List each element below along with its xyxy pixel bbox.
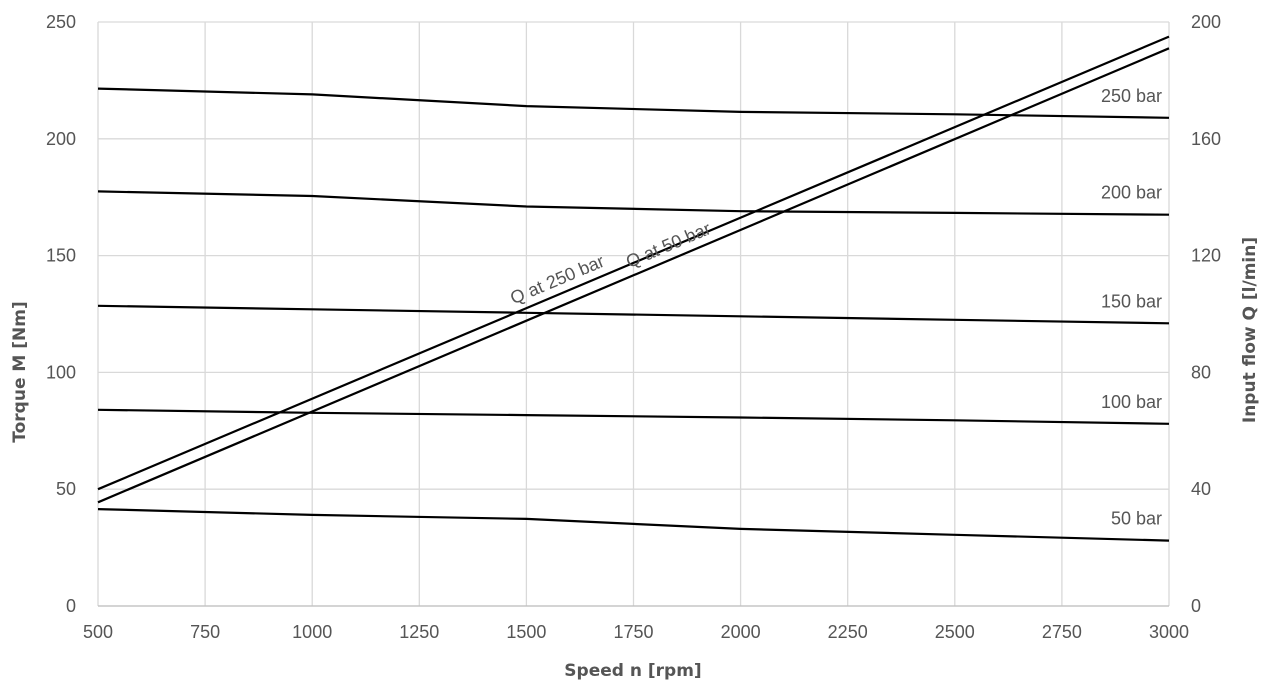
y2-tick-label: 120 [1191, 246, 1221, 266]
series-line [97, 408, 1170, 425]
y-axis-title: Torque M [Nm] [10, 301, 30, 442]
x-tick-label: 1250 [399, 622, 439, 642]
x-tick-label: 3000 [1149, 622, 1189, 642]
grid [97, 21, 1170, 607]
y-tick-label: 200 [46, 129, 76, 149]
series-line [97, 190, 1170, 216]
x-tick-label: 1500 [506, 622, 546, 642]
x-tick-label: 2500 [935, 622, 975, 642]
x-axis-title: Speed n [rpm] [564, 661, 701, 681]
series-label: 200 bar [1101, 183, 1162, 203]
series-line [97, 304, 1170, 325]
series-label: 250 bar [1101, 86, 1162, 106]
y2-tick-label: 160 [1191, 129, 1221, 149]
y2-tick-label: 80 [1191, 362, 1211, 382]
y-tick-label: 50 [56, 479, 76, 499]
tick-labels: 500 750 1000 1250 1500 1750 2000 2250 2500 2750 30… [46, 12, 1221, 642]
series-label: Q at 50 bar [623, 218, 714, 272]
y2-tick-label: 0 [1191, 596, 1201, 616]
y-tick-label: 100 [46, 362, 76, 382]
y-tick-label: 0 [66, 596, 76, 616]
x-tick-label: 1000 [292, 622, 332, 642]
series-lines [97, 35, 1170, 542]
series-line [97, 35, 1170, 491]
x-tick-label: 500 [83, 622, 113, 642]
series-line [97, 47, 1170, 504]
x-tick-label: 1750 [613, 622, 653, 642]
series-line [97, 87, 1170, 119]
x-tick-label: 2250 [828, 622, 868, 642]
y-tick-label: 150 [46, 246, 76, 266]
y2-tick-label: 200 [1191, 12, 1221, 32]
x-tick-label: 750 [190, 622, 220, 642]
y-tick-label: 250 [46, 12, 76, 32]
y2-tick-label: 40 [1191, 479, 1211, 499]
y2-axis-title: Input flow Q [l/min] [1240, 237, 1260, 423]
series-label: 100 bar [1101, 392, 1162, 412]
series-label: 150 bar [1101, 291, 1162, 311]
x-tick-label: 2000 [721, 622, 761, 642]
series-line [97, 508, 1170, 542]
x-tick-label: 2750 [1042, 622, 1082, 642]
series-label: 50 bar [1111, 509, 1162, 529]
